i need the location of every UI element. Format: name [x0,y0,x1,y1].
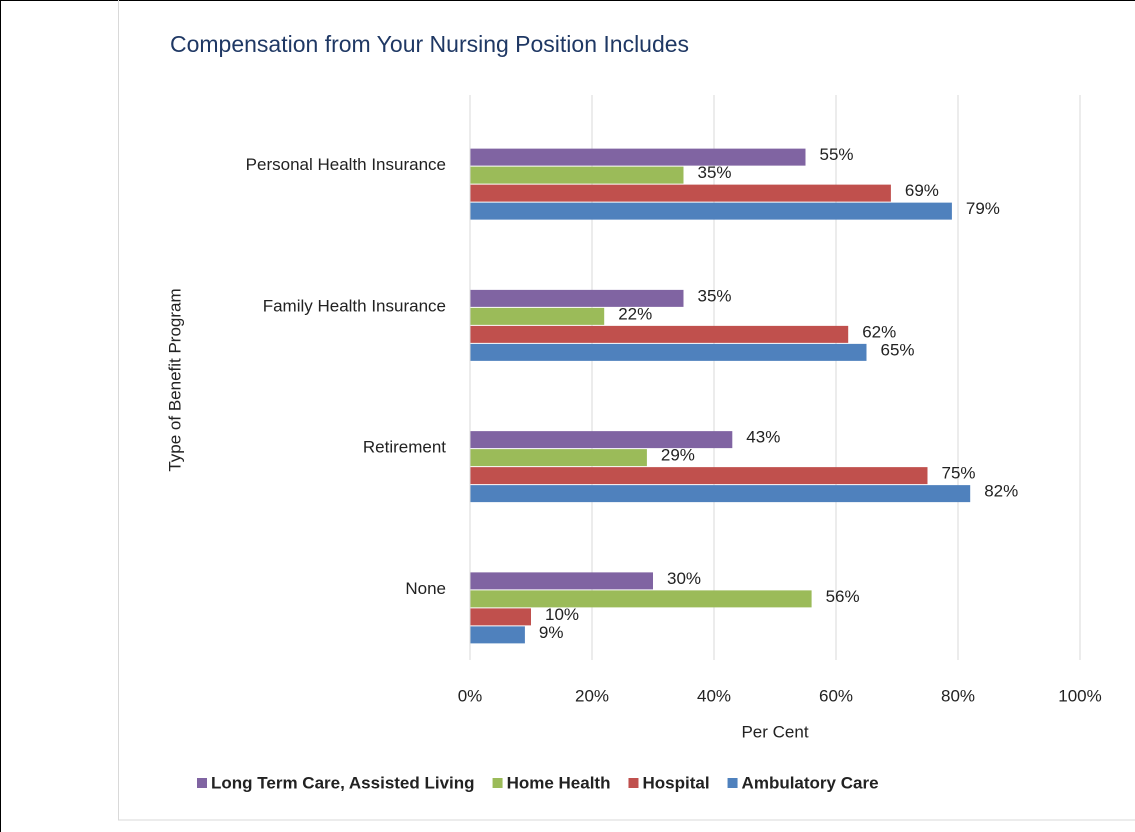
data-label: 43% [746,428,780,447]
x-tick-label: 20% [575,686,609,705]
data-label: 9% [539,623,564,642]
y-tick-label: None [405,579,446,598]
data-label: 35% [698,286,732,305]
data-label: 65% [881,340,915,359]
bar [470,148,806,166]
data-label: 82% [984,482,1018,501]
chart-border [118,0,1135,821]
data-label: 55% [820,145,854,164]
data-label: 56% [826,587,860,606]
data-label: 62% [862,322,896,341]
chart-title: Compensation from Your Nursing Position … [170,31,689,57]
data-label: 30% [667,569,701,588]
y-axis-title: Type of Benefit Program [165,288,184,471]
bar [470,608,531,626]
data-label: 10% [545,605,579,624]
y-tick-label: Personal Health Insurance [246,155,446,174]
x-axis-title: Per Cent [741,722,808,741]
bar [470,467,928,485]
x-tick-label: 40% [697,686,731,705]
bar [470,184,891,202]
bar [470,325,849,343]
bar [470,572,653,590]
data-label: 35% [698,163,732,182]
bar [470,166,684,184]
bar [470,626,525,644]
x-tick-label: 0% [458,686,483,705]
bar [470,289,684,307]
y-tick-label: Retirement [363,438,446,457]
legend-label: Long Term Care, Assisted Living [211,773,475,792]
bar [470,431,733,449]
legend-label: Ambulatory Care [742,773,879,792]
legend-swatch [197,778,207,788]
bar [470,590,812,608]
legend-label: Hospital [642,773,709,792]
x-tick-label: 100% [1058,686,1101,705]
legend-swatch [727,778,738,788]
bar [470,202,952,220]
bar [470,343,867,361]
data-label: 29% [661,446,695,465]
data-label: 22% [618,304,652,323]
y-tick-label: Family Health Insurance [263,296,446,315]
data-label: 69% [905,181,939,200]
data-label: 79% [966,199,1000,218]
legend-swatch [628,778,639,788]
data-label: 75% [942,464,976,483]
bar [470,485,971,503]
x-tick-label: 80% [941,686,975,705]
bar [470,307,605,325]
legend-swatch [492,778,503,788]
x-tick-label: 60% [819,686,853,705]
bar [470,449,647,467]
legend-label: Home Health [507,773,611,792]
